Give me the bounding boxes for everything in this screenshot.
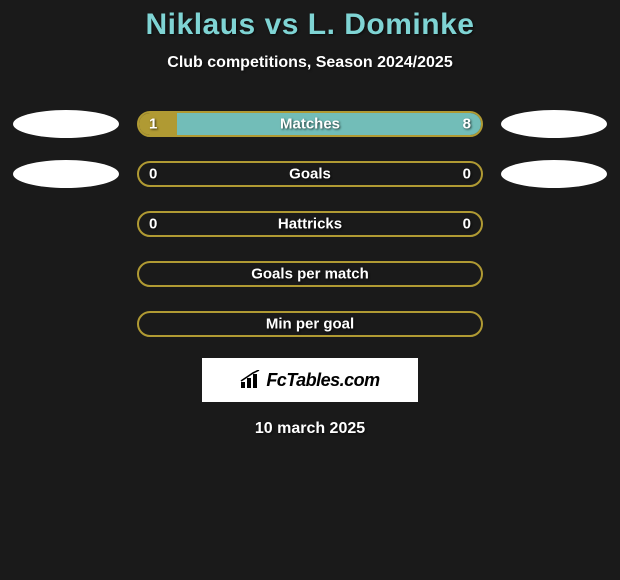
player-right-oval: [501, 160, 607, 188]
oval-spacer: [13, 310, 119, 338]
stat-row: Goals 0 0: [0, 160, 620, 188]
oval-spacer: [501, 210, 607, 238]
player-left-oval: [13, 110, 119, 138]
stat-bar: Min per goal: [137, 311, 483, 337]
stat-label: Goals: [289, 166, 331, 183]
stat-label: Goals per match: [251, 266, 369, 283]
stat-value-right: 0: [463, 216, 471, 233]
oval-spacer: [501, 310, 607, 338]
stat-value-left: 0: [149, 216, 157, 233]
stat-bar: Matches 1 8: [137, 111, 483, 137]
stat-bar: Hattricks 0 0: [137, 211, 483, 237]
comparison-card: Niklaus vs L. Dominke Club competitions,…: [0, 0, 620, 438]
oval-spacer: [501, 260, 607, 288]
stat-row: Matches 1 8: [0, 110, 620, 138]
oval-spacer: [13, 260, 119, 288]
fill-left: [139, 113, 177, 135]
oval-spacer: [13, 210, 119, 238]
barchart-icon: [240, 370, 262, 390]
stat-label: Min per goal: [266, 316, 354, 333]
date-text: 10 march 2025: [0, 420, 620, 438]
stat-bar: Goals per match: [137, 261, 483, 287]
logo-text: FcTables.com: [266, 370, 379, 391]
stat-value-left: 0: [149, 166, 157, 183]
stat-label: Hattricks: [278, 216, 342, 233]
stat-value-right: 8: [463, 116, 471, 133]
stat-label: Matches: [280, 116, 340, 133]
player-right-oval: [501, 110, 607, 138]
stat-row: Hattricks 0 0: [0, 210, 620, 238]
player-left-oval: [13, 160, 119, 188]
subtitle: Club competitions, Season 2024/2025: [0, 54, 620, 72]
page-title: Niklaus vs L. Dominke: [0, 8, 620, 42]
stat-bar: Goals 0 0: [137, 161, 483, 187]
stat-value-left: 1: [149, 116, 157, 133]
stat-rows: Matches 1 8 Goals 0 0 Hattricks 0 0 Goals per mat…: [0, 110, 620, 338]
logo-box[interactable]: FcTables.com: [202, 358, 418, 402]
stat-value-right: 0: [463, 166, 471, 183]
stat-row: Goals per match: [0, 260, 620, 288]
stat-row: Min per goal: [0, 310, 620, 338]
